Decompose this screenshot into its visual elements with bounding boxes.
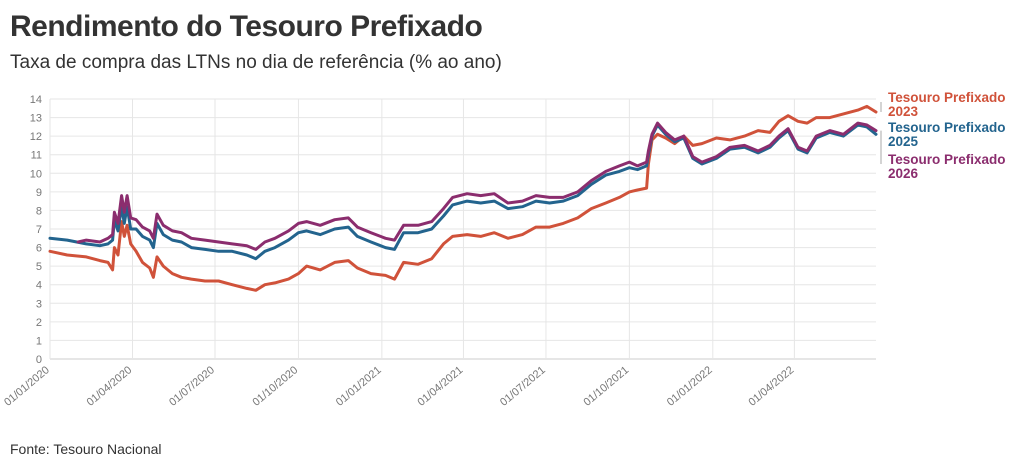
y-tick-label: 9 [36,187,42,199]
series-label-name: Tesouro Prefixado [888,90,1006,105]
y-tick-label: 5 [36,261,42,273]
x-axis-ticks: 01/01/2020 01/04/2020 01/07/2020 01/10/2020… [2,364,796,409]
grid-lines [49,98,876,360]
y-tick-label: 13 [30,113,42,125]
x-tick-label: 01/07/2020 [167,364,217,409]
y-tick-label: 10 [30,168,42,180]
y-tick-label: 2 [36,317,42,329]
series-label-year: 2023 [888,104,919,119]
series-label-year: 2026 [888,166,919,181]
x-tick-label: 01/10/2020 [250,364,300,409]
y-tick-label: 0 [36,354,42,366]
x-tick-label: 01/04/2022 [746,364,796,409]
y-tick-label: 6 [36,243,42,255]
chart-title: Rendimento do Tesouro Prefixado [10,10,483,43]
x-tick-label: 01/01/2021 [334,364,384,409]
x-tick-label: 01/04/2020 [85,364,135,409]
x-tick-label: 01/01/2020 [2,364,52,409]
series-label-name: Tesouro Prefixado [888,152,1006,167]
x-tick-label: 01/04/2021 [415,364,465,409]
x-tick-label: 01/10/2021 [581,364,631,409]
y-tick-label: 14 [30,94,42,106]
series-label-year: 2025 [888,134,919,149]
series-label-name: Tesouro Prefixado [888,120,1006,135]
y-tick-label: 1 [36,335,42,347]
series-line-3 [76,121,878,251]
y-tick-label: 12 [30,131,42,143]
x-tick-label: 01/01/2022 [665,364,715,409]
y-tick-label: 11 [31,150,42,162]
y-tick-label: 8 [36,205,42,217]
source-note: Fonte: Tesouro Nacional [10,441,162,457]
y-tick-label: 4 [36,280,42,292]
y-tick-label: 3 [36,298,42,310]
series-lines [48,104,878,292]
series-line-1 [48,104,878,292]
x-tick-label: 01/07/2021 [498,364,548,409]
y-tick-label: 7 [36,224,42,236]
chart-subtitle: Taxa de compra das LTNs no dia de referê… [10,52,502,73]
